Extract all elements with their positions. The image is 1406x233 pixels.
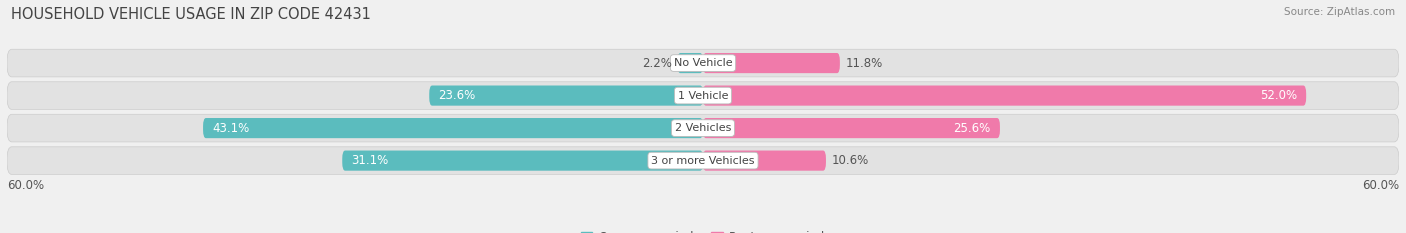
Text: 60.0%: 60.0% <box>1362 179 1399 192</box>
FancyBboxPatch shape <box>703 151 825 171</box>
Text: 52.0%: 52.0% <box>1260 89 1296 102</box>
Text: 2.2%: 2.2% <box>641 57 672 70</box>
FancyBboxPatch shape <box>703 53 839 73</box>
FancyBboxPatch shape <box>7 147 1399 175</box>
FancyBboxPatch shape <box>7 114 1399 142</box>
Text: 11.8%: 11.8% <box>845 57 883 70</box>
Text: 3 or more Vehicles: 3 or more Vehicles <box>651 156 755 166</box>
Text: Source: ZipAtlas.com: Source: ZipAtlas.com <box>1284 7 1395 17</box>
Text: 60.0%: 60.0% <box>7 179 44 192</box>
FancyBboxPatch shape <box>202 118 703 138</box>
FancyBboxPatch shape <box>429 86 703 106</box>
Text: 43.1%: 43.1% <box>212 122 250 135</box>
Text: 25.6%: 25.6% <box>953 122 991 135</box>
FancyBboxPatch shape <box>342 151 703 171</box>
Text: 2 Vehicles: 2 Vehicles <box>675 123 731 133</box>
Text: 23.6%: 23.6% <box>439 89 475 102</box>
FancyBboxPatch shape <box>678 53 703 73</box>
Legend: Owner-occupied, Renter-occupied: Owner-occupied, Renter-occupied <box>576 226 830 233</box>
Text: 1 Vehicle: 1 Vehicle <box>678 91 728 101</box>
Text: HOUSEHOLD VEHICLE USAGE IN ZIP CODE 42431: HOUSEHOLD VEHICLE USAGE IN ZIP CODE 4243… <box>11 7 371 22</box>
Text: 10.6%: 10.6% <box>832 154 869 167</box>
FancyBboxPatch shape <box>7 82 1399 110</box>
FancyBboxPatch shape <box>7 49 1399 77</box>
FancyBboxPatch shape <box>703 86 1306 106</box>
FancyBboxPatch shape <box>703 118 1000 138</box>
Text: 31.1%: 31.1% <box>352 154 389 167</box>
Text: No Vehicle: No Vehicle <box>673 58 733 68</box>
